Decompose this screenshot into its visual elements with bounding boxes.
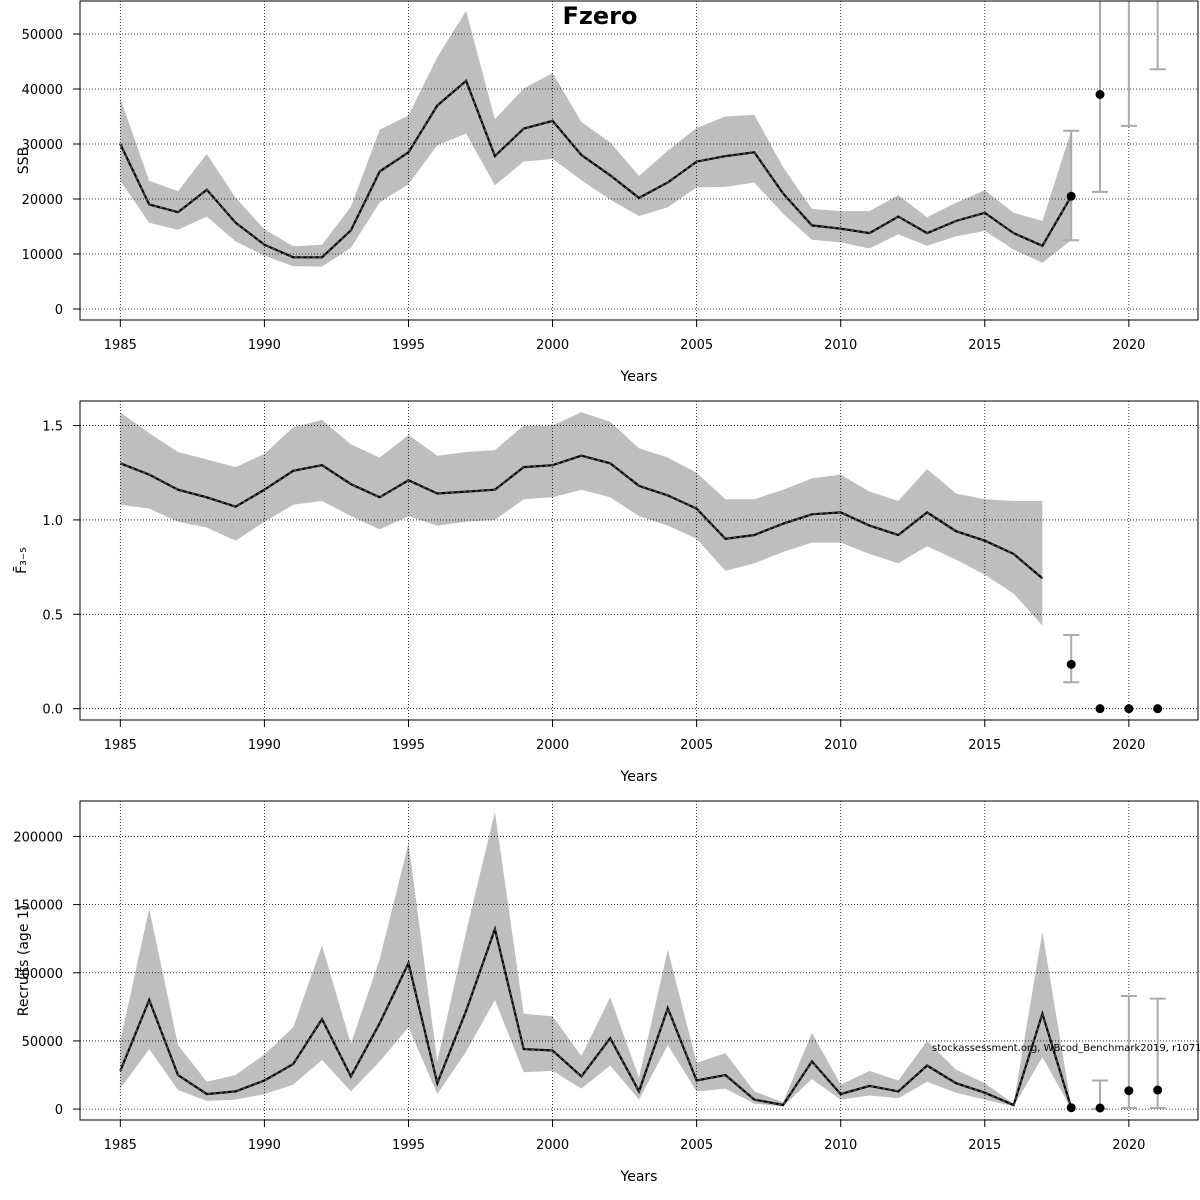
x-tick-label: 2000 [536,738,569,753]
forecast-point [1153,1085,1163,1095]
forecast-point [1095,1103,1105,1113]
y-tick-label: 200000 [13,830,63,845]
estimate-line-dashed [119,79,1072,258]
y-tick-label: 10000 [22,248,63,263]
y-tick-label: 0 [55,303,63,318]
plot-box [79,400,1199,721]
forecast-point [1066,191,1076,201]
y-tick-label: 0 [55,1103,63,1118]
y-tick-label: 50000 [22,1035,63,1050]
x-tick-label: 2015 [968,338,1001,353]
x-tick-label: 2010 [824,738,857,753]
x-axis-label: Years [620,1169,658,1185]
y-tick-label: 40000 [22,83,63,98]
x-tick-label: 1995 [392,1138,425,1153]
forecast-point [1124,704,1134,714]
x-tick-label: 1995 [392,338,425,353]
chart-title: Fzero [563,2,638,30]
y-tick-label: 150000 [13,899,63,914]
forecast-point [1153,704,1163,714]
x-tick-label: 2010 [824,338,857,353]
x-tick-label: 2010 [824,1138,857,1153]
x-tick-label: 1985 [104,1138,137,1153]
y-tick-label: 1.0 [42,514,63,529]
y-tick-label: 0.5 [42,608,63,623]
x-tick-label: 1990 [248,738,281,753]
estimate-line [119,925,1073,1109]
forecast-point [1066,659,1076,669]
x-tick-label: 2005 [680,338,713,353]
y-axis-label: Recruits (age 1) [16,905,32,1017]
forecast-point [1095,704,1105,714]
y-tick-label: 0.0 [42,703,63,718]
footnote: stockassessment.org, WBcod_Benchmark2019… [932,1043,1200,1054]
y-axis-label: SSB [16,147,32,174]
estimate-line-dashed [120,455,1043,579]
forecast-point [1095,90,1105,99]
y-axis-label: F̄₃₋₅ [12,547,30,574]
plot-box [79,800,1199,1121]
x-tick-label: 1990 [248,1138,281,1153]
y-tick-label: 30000 [22,138,63,153]
y-tick-label: 20000 [22,193,63,208]
plot-box [79,0,1199,321]
x-tick-label: 2015 [968,738,1001,753]
x-tick-label: 1990 [248,338,281,353]
y-tick-label: 1.5 [42,420,63,435]
x-axis-label: Years [620,369,658,385]
x-tick-label: 1995 [392,738,425,753]
x-tick-label: 2000 [536,338,569,353]
confidence-band [120,811,1072,1109]
x-tick-label: 1985 [104,738,137,753]
recruits-panel: 1985 1990 1995 2000 2005 2010 2015 2020 0 50000 10… [13,800,1199,1185]
forecast-point [1124,1086,1134,1096]
x-tick-label: 1985 [104,338,137,353]
x-tick-label: 2020 [1112,738,1145,753]
x-axis-label: Years [620,769,658,785]
ssb-panel: 1985 1990 1995 2000 2005 2010 2015 2020 0 10000 20… [16,0,1199,385]
y-tick-label: 50000 [22,28,63,43]
x-tick-label: 2020 [1112,338,1145,353]
y-tick-label: 100000 [13,967,63,982]
confidence-band [120,412,1043,626]
x-tick-label: 2005 [680,738,713,753]
x-tick-label: 2015 [968,1138,1001,1153]
fishing-mortality-panel: 1985 1990 1995 2000 2005 2010 2015 2020 0.0 0.5 1.… [12,400,1199,785]
x-tick-label: 2000 [536,1138,569,1153]
x-tick-label: 2020 [1112,1138,1145,1153]
x-tick-label: 2005 [680,1138,713,1153]
forecast-point [1066,1103,1076,1113]
confidence-band [120,10,1072,267]
